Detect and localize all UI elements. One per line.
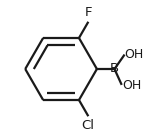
Text: B: B [110, 63, 119, 75]
Text: Cl: Cl [81, 119, 94, 132]
Text: OH: OH [125, 48, 144, 61]
Text: OH: OH [122, 79, 141, 92]
Text: F: F [85, 6, 92, 19]
